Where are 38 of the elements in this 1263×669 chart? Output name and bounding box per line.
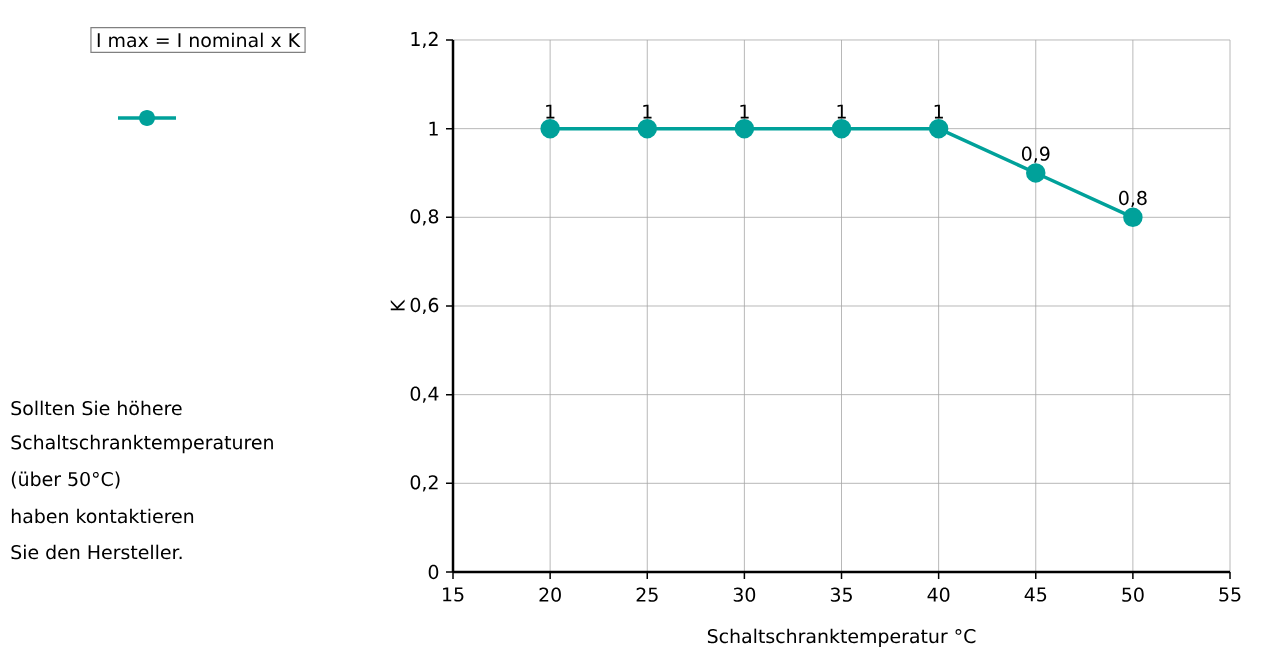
- data-label: 1: [546, 104, 555, 119]
- y-tick-label: 0,8: [410, 209, 439, 226]
- text: Sie den Hersteller.: [11, 544, 182, 560]
- text: haben kontaktieren: [11, 508, 194, 524]
- y-tick-label: 0,4: [410, 386, 439, 403]
- x-tick-label: 25: [636, 587, 658, 602]
- y-tick-label: 0,2: [410, 475, 438, 492]
- y-tick-label: 0: [428, 564, 439, 580]
- y-tick-label: 1,2: [411, 31, 438, 49]
- point: [734, 118, 755, 139]
- y-tick-label: 0,6: [410, 297, 439, 315]
- text: (über 50°C): [11, 471, 120, 489]
- y-tick-label: 1: [429, 121, 438, 136]
- data-label: 1: [837, 104, 846, 119]
- point: [831, 118, 852, 139]
- data-label: 1: [740, 104, 749, 119]
- x-tick-label: 40: [927, 587, 950, 602]
- x-tick-label: 50: [1122, 587, 1144, 602]
- point: [1123, 207, 1143, 228]
- data-label: 1: [934, 104, 943, 119]
- x-axis-title: Schaltschranktemperatur °C: [707, 628, 976, 647]
- x-tick-label: 15: [443, 587, 464, 602]
- data-label: 0,8: [1119, 190, 1147, 208]
- point: [928, 118, 949, 139]
- y-axis-title: K: [390, 299, 405, 311]
- text: I max = I nominal x K: [97, 32, 301, 48]
- text: Schaltschranktemperaturen: [11, 434, 273, 454]
- point: [637, 118, 658, 139]
- text: Sollten Sie höhere: [11, 400, 182, 416]
- x-tick-label: 30: [733, 587, 756, 602]
- point: [540, 118, 560, 139]
- x-tick-label: 55: [1219, 587, 1241, 602]
- point: [1026, 163, 1046, 183]
- x-tick-label: 20: [539, 587, 561, 602]
- x-tick-label: 45: [1024, 587, 1047, 602]
- data-label: 1: [643, 104, 652, 119]
- x-tick-label: 35: [830, 587, 852, 602]
- data-label: 0,9: [1021, 146, 1050, 163]
